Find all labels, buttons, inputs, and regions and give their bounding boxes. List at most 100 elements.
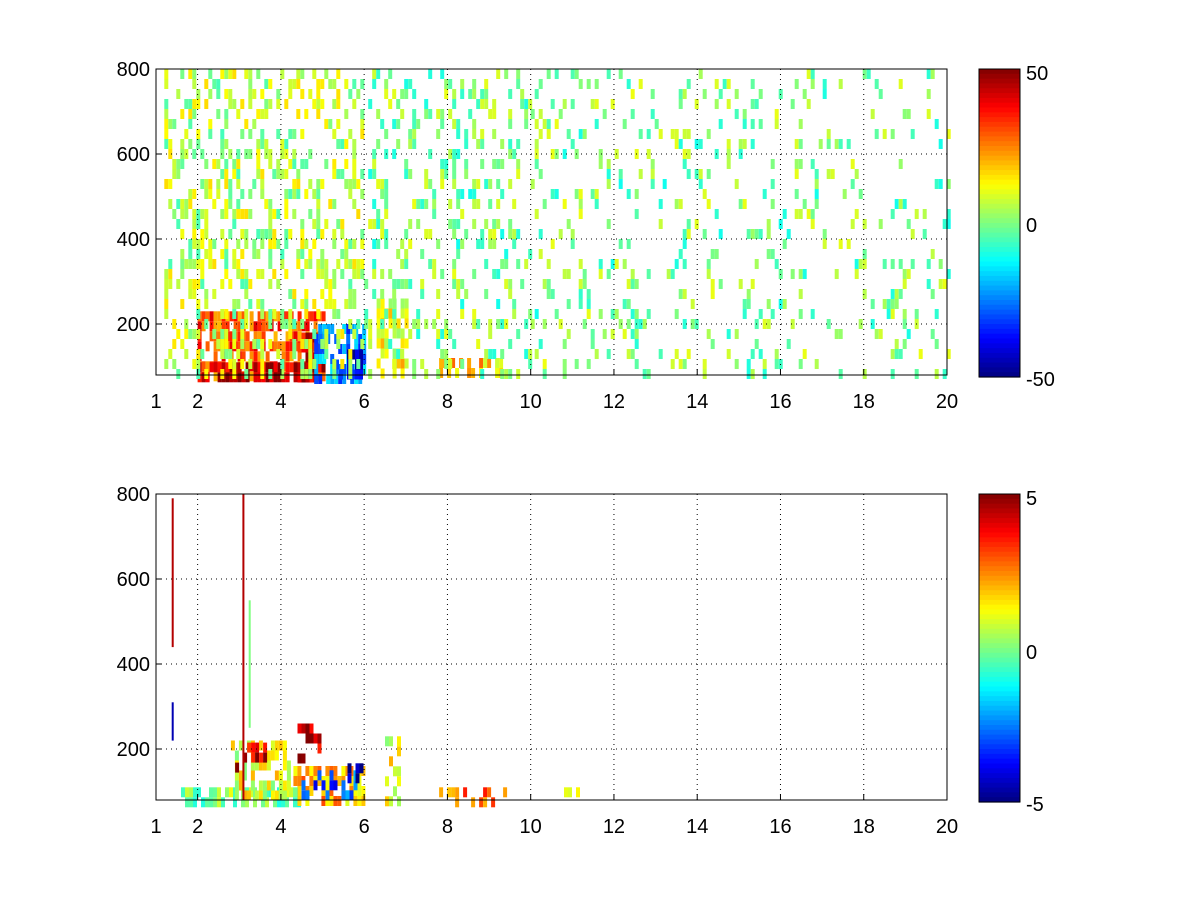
chart-top-heatmap-cell — [574, 189, 579, 199]
chart-top-heatmap-cell — [762, 369, 767, 379]
chart-top-heatmap-cell — [213, 311, 218, 322]
chart-top-heatmap-cell — [376, 338, 381, 349]
chart-top-heatmap-cell — [292, 289, 297, 299]
chart-top-heatmap-cell — [710, 289, 715, 299]
chart-top-heatmap-cell — [261, 321, 266, 332]
chart-top-heatmap-cell — [228, 69, 233, 79]
chart-top-x-tick-label: 16 — [769, 391, 791, 413]
chart-top-heatmap-cell — [253, 331, 258, 342]
chart-top-heatmap-cell — [550, 189, 555, 199]
chart-top-heatmap-cell — [472, 309, 477, 319]
chart-top-heatmap-cell — [758, 229, 763, 239]
chart-top-heatmap-cell — [284, 99, 289, 109]
chart-bottom-x-tick-label: 10 — [520, 816, 542, 838]
chart-top-heatmap-cell — [610, 99, 615, 109]
chart-top-heatmap-cell — [201, 372, 206, 383]
chart-top-heatmap-cell — [338, 364, 343, 374]
chart-top-heatmap-cell — [236, 109, 241, 119]
chart-top-heatmap-cell — [598, 269, 603, 279]
chart-top-colorbar-band — [979, 227, 1020, 234]
chart-top-heatmap-cell — [200, 279, 205, 289]
chart-top-heatmap-cell — [232, 219, 237, 229]
chart-top-heatmap-cell — [276, 279, 281, 289]
chart-bottom-heatmap-cell — [281, 797, 285, 808]
chart-top-heatmap-cell — [296, 189, 301, 199]
chart-top-heatmap-cell — [630, 109, 635, 119]
chart-top-heatmap-cell — [500, 369, 505, 379]
chart-bottom-colorbar-band — [979, 503, 1020, 510]
chart-top-heatmap-cell — [396, 279, 401, 289]
chart-bottom-colorbar-label-min: -5 — [1026, 794, 1044, 816]
chart-top-heatmap-cell — [492, 159, 497, 169]
chart-top-heatmap-cell — [400, 368, 405, 379]
chart-top-heatmap-cell — [798, 119, 803, 129]
chart-top-heatmap-cell — [288, 129, 293, 139]
chart-bottom-colorbar-band — [979, 575, 1020, 582]
chart-top-heatmap-cell — [822, 89, 827, 99]
chart-top-heatmap-cell — [380, 219, 385, 229]
chart-bottom-heatmap-cell — [309, 766, 314, 776]
chart-bottom-heatmap-cell — [221, 797, 225, 808]
chart-top-colorbar-band — [979, 295, 1020, 301]
chart-top-heatmap-cell — [400, 308, 405, 319]
chart-top-heatmap-cell — [352, 79, 357, 89]
chart-top-heatmap-cell — [890, 209, 895, 219]
chart-top-heatmap-cell — [344, 239, 349, 249]
chart-top-heatmap-cell — [412, 359, 417, 369]
chart-top-heatmap-cell — [240, 129, 245, 139]
chart-top-colorbar-band — [979, 266, 1020, 272]
chart-top-heatmap-cell — [316, 189, 321, 199]
chart-top-heatmap-cell — [324, 69, 329, 79]
chart-top-heatmap-cell — [372, 289, 377, 299]
chart-top-heatmap-cell — [245, 341, 250, 352]
chart-bottom-heatmap-cell — [255, 742, 260, 753]
chart-top-heatmap-cell — [332, 79, 337, 89]
chart-top-heatmap-cell — [249, 371, 254, 382]
chart-top-heatmap-cell — [354, 344, 359, 354]
chart-top-heatmap-cell — [253, 321, 258, 332]
chart-top-heatmap-cell — [376, 219, 381, 229]
chart-top-heatmap-cell — [934, 339, 939, 349]
chart-top-heatmap-cell — [774, 119, 779, 129]
chart-top-heatmap-cell — [726, 99, 731, 109]
chart-top-heatmap-cell — [368, 339, 373, 349]
chart-bottom-heatmap-cell — [270, 790, 275, 801]
chart-bottom-heatmap-cell — [329, 780, 334, 791]
chart-top-heatmap-cell — [348, 259, 353, 269]
chart-top-heatmap-cell — [192, 189, 197, 199]
chart-top-heatmap-cell — [204, 159, 209, 169]
chart-top-heatmap-cell — [256, 109, 261, 119]
chart-top-heatmap-cell — [590, 339, 595, 349]
chart-bottom-colorbar-band — [979, 777, 1020, 784]
chart-top-heatmap-cell — [726, 159, 731, 169]
chart-top-heatmap-cell — [762, 359, 767, 369]
chart-top-heatmap-cell — [240, 249, 245, 259]
chart-top-colorbar-band — [979, 93, 1020, 99]
chart-top-heatmap-cell — [384, 79, 389, 89]
chart-top-heatmap-cell — [236, 199, 241, 209]
chart-top-heatmap-cell — [566, 329, 571, 339]
chart-top-heatmap-cell — [356, 359, 361, 369]
chart-bottom-heatmap-cell — [333, 796, 338, 806]
chart-bottom-heatmap-cell — [193, 787, 197, 798]
chart-top-heatmap-cell — [316, 259, 321, 269]
chart-top-heatmap-cell — [359, 359, 363, 370]
chart-top-heatmap-cell — [326, 374, 331, 384]
chart-bottom-heatmap-cell — [217, 797, 221, 808]
chart-top-heatmap-cell — [424, 109, 429, 119]
chart-top-heatmap-cell — [322, 354, 327, 364]
chart-top-heatmap-cell — [538, 109, 543, 119]
chart-bottom-heatmap-cell — [385, 776, 389, 787]
chart-top-heatmap-cell — [500, 189, 505, 199]
chart-top-heatmap-cell — [272, 309, 277, 319]
chart-top-heatmap-cell — [300, 319, 305, 329]
chart-top-heatmap-cell — [392, 298, 397, 309]
chart-top-heatmap-cell — [718, 119, 723, 129]
chart-top-heatmap-cell — [284, 199, 289, 209]
chart-bottom-colorbar-band — [979, 614, 1020, 620]
chart-top-heatmap-cell — [516, 259, 521, 269]
chart-top-heatmap-cell — [313, 321, 318, 332]
chart-top-heatmap-cell — [176, 199, 181, 209]
chart-top-heatmap-cell — [184, 129, 189, 139]
chart-top-heatmap-cell — [850, 179, 855, 189]
